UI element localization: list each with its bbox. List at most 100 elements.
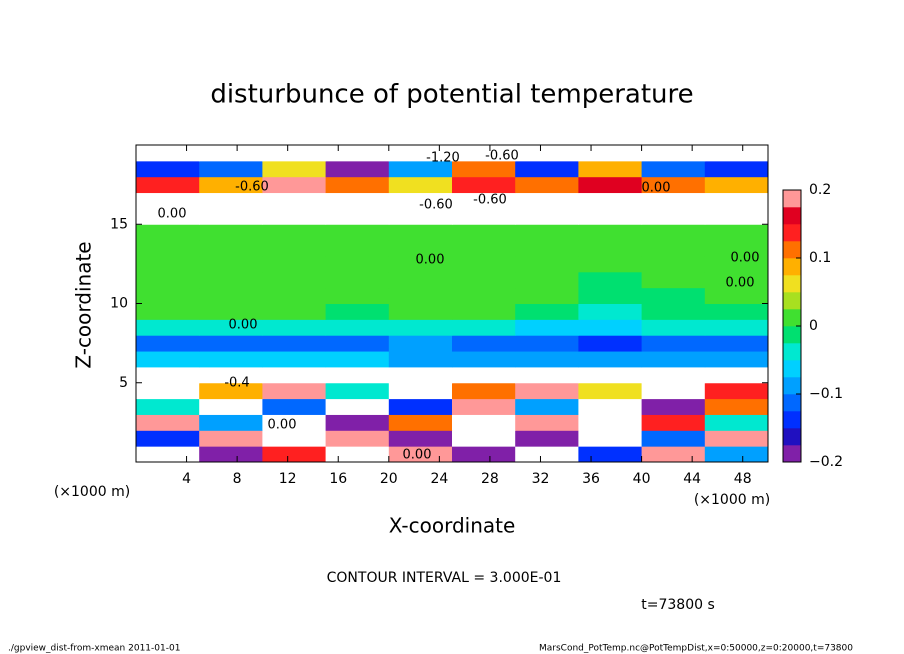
heat-cell — [325, 398, 390, 415]
heat-cell — [515, 430, 579, 447]
heat-cell — [388, 255, 453, 273]
heat-cell — [262, 382, 327, 400]
x-unit: (×1000 m) — [694, 492, 770, 508]
heat-cell — [325, 224, 390, 241]
contour-label: -0.60 — [419, 198, 453, 213]
heat-cell — [325, 414, 390, 431]
heat-cell — [199, 351, 263, 368]
heat-cell — [136, 335, 200, 352]
heat-cell — [136, 303, 200, 320]
contour-label: 0.00 — [726, 276, 755, 291]
heat-cell — [199, 255, 263, 273]
heat-cell — [136, 414, 200, 431]
heat-cell — [262, 398, 327, 415]
heat-cell — [578, 287, 643, 304]
x-tick-label: 40 — [633, 471, 651, 487]
x-tick-label: 36 — [582, 471, 600, 487]
footer: MarsCond_PotTemp.nc@PotTempDist,x=0:5000… — [539, 644, 853, 654]
colorbar-swatch — [783, 428, 801, 446]
heat-cell — [452, 414, 516, 431]
heat-cell — [136, 240, 200, 257]
heat-cell — [325, 303, 390, 320]
heat-cell — [704, 446, 769, 463]
heat-cell — [641, 398, 706, 415]
contour-label: 0.00 — [229, 318, 258, 333]
heat-cell — [515, 335, 579, 352]
heat-cell — [262, 176, 327, 194]
footer: ./gpview_dist-from-xmean 2011-01-01 — [8, 644, 180, 654]
heat-cell — [262, 240, 327, 257]
heat-cell — [136, 287, 200, 304]
x-unit: (×1000 m) — [54, 484, 130, 500]
colorbar-tick-label: 0.1 — [809, 250, 831, 266]
heat-cell — [199, 430, 263, 447]
heat-cell — [199, 160, 263, 178]
colorbar-swatch — [783, 360, 801, 378]
heat-cell — [262, 366, 327, 384]
heat-cell — [641, 351, 706, 368]
heat-cell — [136, 145, 200, 162]
heat-cell — [325, 160, 390, 178]
heat-cell — [136, 271, 200, 289]
heat-cell — [325, 208, 390, 225]
heat-cell — [388, 398, 453, 415]
heat-cell — [452, 446, 516, 463]
heat-cell — [578, 271, 643, 289]
colorbar-swatch — [783, 224, 801, 242]
colorbar-swatch — [783, 258, 801, 276]
heat-cell — [578, 335, 643, 352]
colorbar-swatch — [783, 343, 801, 361]
colorbar-swatch — [783, 241, 801, 259]
heat-cell — [452, 430, 516, 447]
x-tick-label: 16 — [329, 471, 347, 487]
heat-cell — [578, 176, 643, 194]
x-tick-label: 44 — [683, 471, 701, 487]
heat-cell — [262, 271, 327, 289]
contour-label: -0.60 — [485, 149, 519, 164]
heat-cell — [388, 176, 453, 194]
heat-cell — [199, 303, 263, 320]
heat-cell — [262, 303, 327, 320]
contour-label: 0.00 — [403, 448, 432, 463]
heat-cell — [262, 287, 327, 304]
heat-cell — [136, 255, 200, 273]
heat-cell — [262, 351, 327, 368]
heat-cell — [325, 255, 390, 273]
heat-cell — [515, 319, 579, 336]
heat-cell — [199, 240, 263, 257]
contour-label: -0.4 — [224, 376, 249, 391]
heat-cell — [262, 208, 327, 225]
heat-cell — [325, 240, 390, 257]
heat-cell — [515, 382, 579, 400]
heat-cell — [262, 160, 327, 178]
heat-cell — [515, 145, 579, 162]
heat-cell — [641, 335, 706, 352]
heat-cell — [704, 351, 769, 368]
heat-cell — [262, 414, 327, 431]
heat-cell — [136, 192, 200, 209]
heat-cell — [199, 287, 263, 304]
heat-cell — [452, 176, 516, 194]
heat-cell — [515, 287, 579, 304]
y-tick-label: 15 — [110, 216, 128, 232]
heat-cell — [704, 319, 769, 336]
heat-cell — [641, 160, 706, 178]
heat-cell — [262, 255, 327, 273]
heat-cell — [199, 366, 263, 384]
heat-cell — [515, 208, 579, 225]
contour-interval: CONTOUR INTERVAL = 3.000E-01 — [327, 570, 562, 586]
heat-cell — [704, 287, 769, 304]
heat-cell — [641, 303, 706, 320]
y-axis-label: Z-coordinate — [72, 241, 96, 368]
colorbar-tick-label: 0.2 — [809, 182, 831, 198]
heat-cell — [641, 414, 706, 431]
heat-cell — [325, 287, 390, 304]
heat-cell — [704, 192, 769, 209]
heat-cell — [515, 271, 579, 289]
heat-cell — [578, 255, 643, 273]
colorbar-swatch — [783, 309, 801, 327]
colorbar-swatch — [783, 326, 801, 344]
heat-cell — [388, 430, 453, 447]
heat-cell — [452, 271, 516, 289]
heat-cell — [578, 240, 643, 257]
